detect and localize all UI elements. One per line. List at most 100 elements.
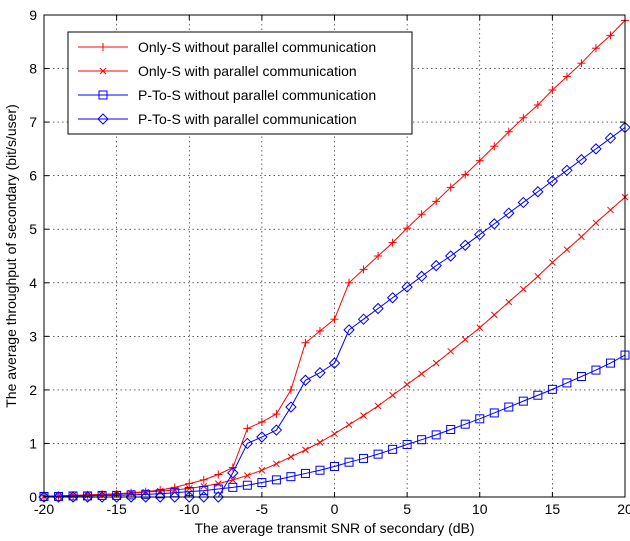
marker-x: [461, 336, 469, 343]
marker-x: [549, 259, 556, 266]
marker-diamond: [38, 491, 50, 503]
y-tick-label: 3: [29, 328, 37, 344]
y-axis-label: The average throughput of secondary (bit…: [3, 104, 19, 408]
marker-plus: [99, 43, 107, 51]
marker-plus: [185, 479, 194, 488]
marker-plus: [432, 197, 441, 206]
marker-x: [490, 311, 498, 319]
marker-diamond: [183, 491, 195, 503]
marker-x: [432, 359, 440, 367]
marker-square: [242, 480, 252, 490]
marker-diamond: [372, 302, 384, 315]
y-tick-label: 9: [29, 7, 37, 23]
marker-square: [489, 408, 499, 418]
y-tick-label: 6: [29, 168, 37, 184]
marker-x: [243, 472, 251, 479]
y-tick-label: 2: [29, 382, 37, 398]
marker-diamond: [96, 491, 108, 503]
x-tick-label: -5: [256, 501, 269, 517]
marker-x: [258, 466, 266, 474]
marker-plus: [403, 224, 412, 233]
marker-square: [286, 472, 296, 482]
x-tick-label: 5: [403, 501, 411, 517]
marker-plus: [519, 113, 528, 122]
x-tick-label: 15: [545, 501, 561, 517]
marker-x: [156, 487, 164, 495]
marker-diamond: [169, 491, 181, 503]
marker-plus: [490, 142, 499, 151]
marker-plus: [315, 326, 324, 335]
marker-diamond: [299, 374, 312, 386]
marker-square: [576, 372, 586, 381]
series-line: [44, 354, 626, 497]
marker-square: [504, 402, 514, 412]
marker-square: [271, 475, 281, 485]
ticks: -20 -15 -10 -5 0 5 10 15 20 0 1 2 3 4 5 6 7 8 9: [29, 7, 630, 517]
marker-square: [315, 465, 325, 475]
legend-label: P-To-S without parallel communication: [138, 87, 376, 103]
y-tick-label: 5: [29, 221, 37, 237]
y-tick-label: 4: [29, 275, 37, 291]
marker-square: [213, 484, 223, 494]
marker-x: [534, 272, 542, 280]
x-tick-label: -20: [34, 501, 54, 517]
marker-diamond: [444, 250, 457, 262]
marker-x: [185, 485, 193, 492]
marker-diamond: [415, 270, 428, 283]
marker-square: [475, 414, 485, 424]
x-tick-label: 20: [617, 501, 630, 517]
series-layer: [38, 16, 630, 503]
marker-square: [126, 490, 136, 500]
marker-square: [141, 489, 151, 499]
marker-diamond: [343, 324, 355, 336]
x-tick-label: -10: [179, 501, 199, 517]
marker-square: [344, 457, 354, 467]
marker-diamond: [546, 175, 559, 187]
marker-plus: [257, 418, 266, 427]
marker-plus: [606, 31, 615, 40]
marker-square: [446, 425, 456, 435]
marker-plus: [533, 100, 542, 109]
marker-plus: [417, 210, 426, 219]
marker-diamond: [256, 431, 268, 443]
marker-x: [316, 439, 324, 446]
marker-x: [607, 206, 614, 214]
x-axis-label: The average transmit SNR of secondary (d…: [194, 520, 474, 536]
marker-square: [388, 444, 398, 454]
marker-diamond: [110, 491, 123, 503]
marker-plus: [475, 156, 484, 165]
marker-square: [431, 430, 441, 440]
marker-diamond: [328, 357, 341, 369]
marker-x: [563, 246, 571, 253]
marker-diamond: [285, 401, 297, 413]
marker-x: [578, 233, 585, 241]
x-tick-label: -15: [107, 501, 127, 517]
marker-plus: [345, 278, 354, 287]
marker-diamond: [459, 239, 471, 251]
marker-x: [214, 480, 222, 487]
marker-square: [605, 358, 615, 368]
marker-square: [547, 384, 557, 394]
marker-x: [302, 446, 309, 454]
marker-x: [592, 219, 600, 227]
marker-square: [228, 482, 238, 492]
marker-diamond: [561, 164, 573, 177]
marker-x: [171, 486, 179, 494]
marker-diamond: [488, 218, 500, 230]
marker-diamond: [386, 292, 399, 304]
marker-x: [374, 402, 382, 410]
marker-plus: [548, 85, 557, 94]
marker-plus: [577, 59, 586, 68]
marker-x: [273, 460, 280, 468]
marker-diamond: [604, 132, 617, 144]
marker-diamond: [241, 437, 254, 450]
marker-plus: [591, 44, 600, 53]
marker-x: [505, 298, 513, 306]
marker-x: [418, 370, 426, 378]
marker-diamond: [67, 491, 79, 503]
marker-plus: [461, 170, 470, 179]
legend-item: Only-S with parallel communication: [78, 63, 357, 79]
marker-diamond: [52, 491, 65, 503]
marker-plus: [388, 238, 397, 247]
